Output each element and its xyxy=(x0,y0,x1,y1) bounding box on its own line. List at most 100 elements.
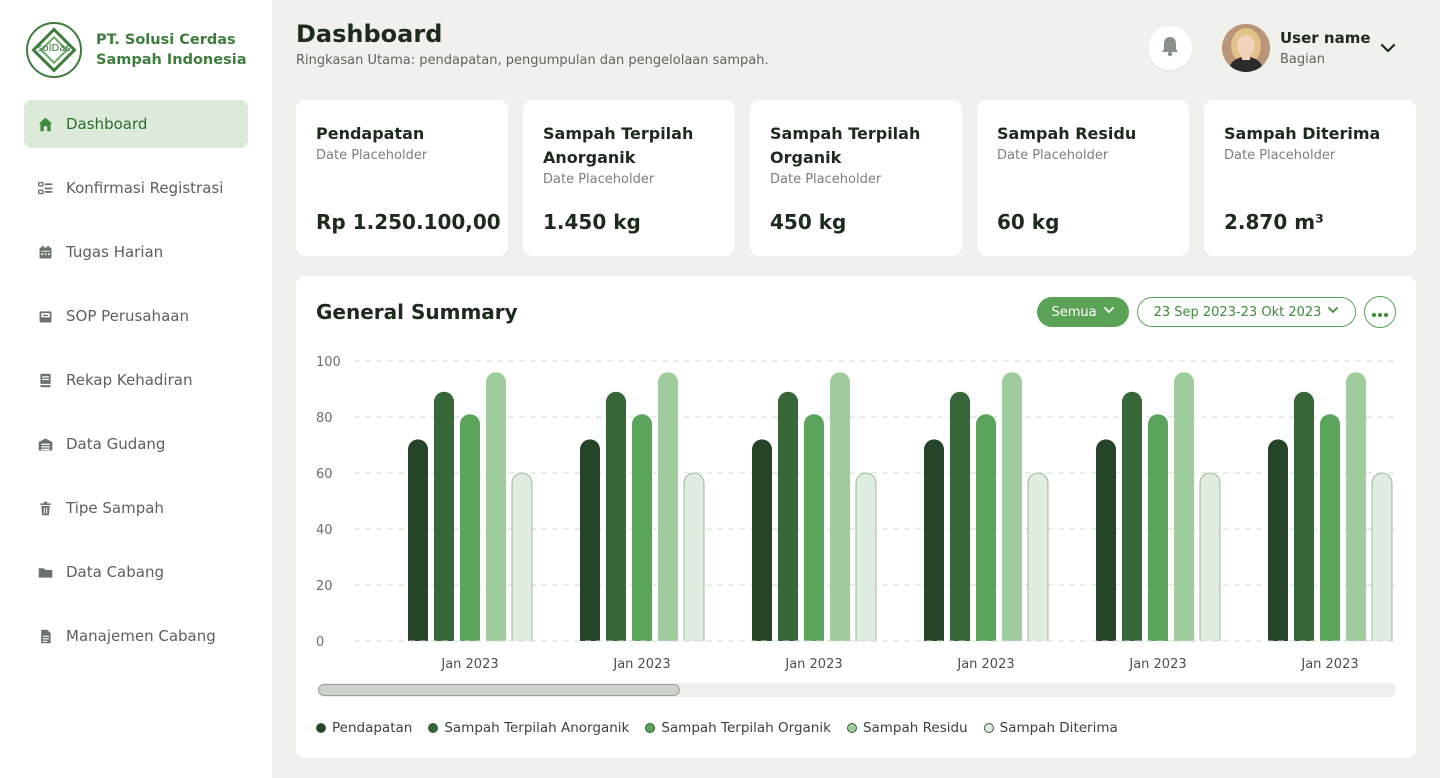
baseline-mask xyxy=(354,641,1396,651)
company-name: PT. Solusi Cerdas Sampah Indonesia xyxy=(96,32,247,68)
bar[interactable] xyxy=(1371,472,1393,650)
bar[interactable] xyxy=(632,414,652,649)
y-tick-label: 20 xyxy=(316,579,333,594)
legend-swatch xyxy=(645,723,656,733)
bar[interactable] xyxy=(1199,472,1221,650)
logo-text: solDas xyxy=(37,43,71,54)
y-tick-label: 80 xyxy=(316,411,333,426)
bar[interactable] xyxy=(658,372,678,649)
inbox-icon xyxy=(36,307,54,325)
legend-item: Pendapatan xyxy=(316,720,412,736)
sidebar-item-dashboard[interactable]: Dashboard xyxy=(24,100,248,148)
card-pendapatan: Pendapatan Date Placeholder Rp 1.250.100… xyxy=(296,100,508,256)
legend-label: Sampah Terpilah Anorganik xyxy=(444,720,630,736)
chevron-down-icon[interactable] xyxy=(1378,38,1398,58)
card-value: 450 kg xyxy=(770,210,847,234)
card-value: Rp 1.250.100,00 xyxy=(316,210,501,234)
sidebar-item-tipe-sampah[interactable]: Tipe Sampah xyxy=(24,484,248,532)
legend-swatch xyxy=(846,723,857,733)
legend-item: Sampah Residu xyxy=(846,720,968,736)
bar[interactable] xyxy=(950,391,970,649)
sidebar-item-label: Rekap Kehadiran xyxy=(66,371,193,389)
bar[interactable] xyxy=(752,439,772,649)
sidebar-item-label: Dashboard xyxy=(66,115,148,133)
bar[interactable] xyxy=(1027,472,1049,650)
bar[interactable] xyxy=(778,391,798,649)
bar[interactable] xyxy=(683,472,705,650)
legend-label: Sampah Terpilah Organik xyxy=(661,720,831,736)
bar[interactable] xyxy=(486,372,506,649)
card-title: Sampah Terpilah Organik xyxy=(770,124,921,167)
bar[interactable] xyxy=(460,414,480,649)
bar[interactable] xyxy=(1148,414,1168,649)
bar[interactable] xyxy=(408,439,428,649)
sidebar-item-label: Data Gudang xyxy=(66,435,166,453)
bar[interactable] xyxy=(580,439,600,649)
legend-label: Sampah Diterima xyxy=(999,720,1118,736)
bar[interactable] xyxy=(1122,391,1142,649)
bar[interactable] xyxy=(511,472,533,650)
bar[interactable] xyxy=(434,391,454,649)
sidebar-item-label: Data Cabang xyxy=(66,563,164,581)
bar[interactable] xyxy=(804,414,824,649)
legend-item: Sampah Diterima xyxy=(983,720,1118,736)
bar[interactable] xyxy=(606,391,626,649)
user-menu[interactable]: User name Bagian xyxy=(1222,24,1402,72)
bar[interactable] xyxy=(830,372,850,649)
document-icon xyxy=(36,627,54,645)
bar[interactable] xyxy=(1346,372,1366,649)
chart-scrollbar[interactable] xyxy=(318,683,1396,697)
card-sampah-diterima: Sampah Diterima Date Placeholder 2.870 m… xyxy=(1204,100,1416,256)
bar[interactable] xyxy=(1320,414,1340,649)
sidebar-item-manajemen-cabang[interactable]: Manajemen Cabang xyxy=(24,612,248,660)
card-value: 60 kg xyxy=(997,210,1060,234)
legend-label: Pendapatan xyxy=(332,720,413,736)
bar[interactable] xyxy=(1268,439,1288,649)
card-date: Date Placeholder xyxy=(543,172,655,187)
warehouse-icon xyxy=(36,435,54,453)
page-header: Dashboard Ringkasan Utama: pendapatan, p… xyxy=(296,20,1416,80)
sidebar-item-label: Manajemen Cabang xyxy=(66,627,216,645)
bar[interactable] xyxy=(1294,391,1314,649)
bar[interactable] xyxy=(1002,372,1022,649)
card-date: Date Placeholder xyxy=(997,148,1109,163)
card-sampah-residu: Sampah Residu Date Placeholder 60 kg xyxy=(977,100,1189,256)
card-sampah-terpilah-anorganik: Sampah Terpilah Anorganik Date Placehold… xyxy=(523,100,735,256)
more-options-button[interactable] xyxy=(1364,296,1396,328)
sidebar-item-data-cabang[interactable]: Data Cabang xyxy=(24,548,248,596)
card-title: Sampah Diterima xyxy=(1224,124,1381,143)
date-range-dropdown[interactable]: 23 Sep 2023-23 Okt 2023 xyxy=(1137,297,1356,327)
card-date: Date Placeholder xyxy=(770,172,882,187)
filter-dropdown[interactable]: Semua xyxy=(1037,297,1129,327)
bar-chart: 0 20 40 60 80 100 Jan 2023 Jan 2023 Jan 2023 Jan … xyxy=(316,355,1396,672)
date-range-label: 23 Sep 2023-23 Okt 2023 xyxy=(1153,304,1322,320)
legend-swatch xyxy=(316,723,326,733)
bar[interactable] xyxy=(924,439,944,649)
sidebar-item-sop-perusahaan[interactable]: SOP Perusahaan xyxy=(24,292,248,340)
x-tick-label: Jan 2023 xyxy=(1128,657,1186,672)
checklist-icon xyxy=(36,179,54,197)
summary-title: General Summary xyxy=(316,300,518,324)
bell-icon xyxy=(1160,35,1180,61)
sidebar-item-tugas-harian[interactable]: Tugas Harian xyxy=(24,228,248,276)
card-sampah-terpilah-organik: Sampah Terpilah Organik Date Placeholder… xyxy=(750,100,962,256)
scrollbar-thumb[interactable] xyxy=(318,684,680,696)
sidebar-item-data-gudang[interactable]: Data Gudang xyxy=(24,420,248,468)
notification-button[interactable] xyxy=(1148,26,1192,70)
filter-label: Semua xyxy=(1051,304,1097,320)
page-subtitle: Ringkasan Utama: pendapatan, pengumpulan… xyxy=(296,53,769,68)
bar[interactable] xyxy=(1096,439,1116,649)
bar[interactable] xyxy=(1174,372,1194,649)
card-title: Pendapatan xyxy=(316,124,425,143)
sidebar-item-rekap-kehadiran[interactable]: Rekap Kehadiran xyxy=(24,356,248,404)
legend-item: Sampah Terpilah Anorganik xyxy=(428,720,629,736)
sidebar-item-label: Tugas Harian xyxy=(66,243,164,261)
sidebar: solDas PT. Solusi Cerdas Sampah Indonesi… xyxy=(0,0,272,778)
bar[interactable] xyxy=(976,414,996,649)
legend-swatch xyxy=(428,723,439,733)
sidebar-item-konfirmasi-registrasi[interactable]: Konfirmasi Registrasi xyxy=(24,164,248,212)
card-date: Date Placeholder xyxy=(316,148,428,163)
bar[interactable] xyxy=(855,472,877,650)
sidebar-item-label: SOP Perusahaan xyxy=(66,307,189,325)
book-icon xyxy=(36,371,54,389)
